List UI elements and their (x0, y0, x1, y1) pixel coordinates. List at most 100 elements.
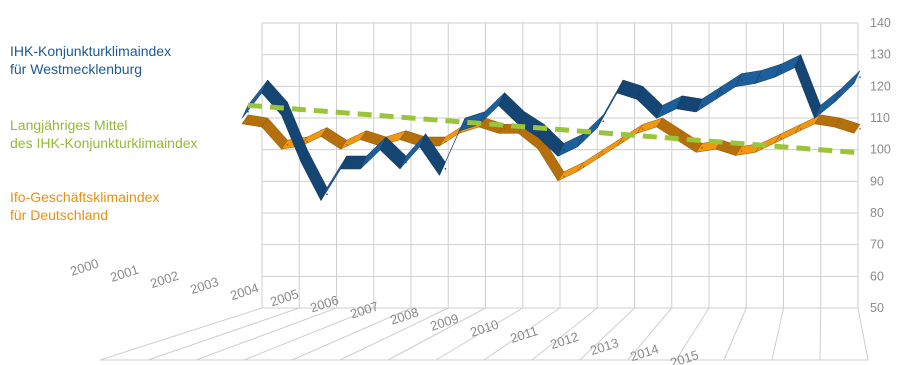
floor-gridline (291, 307, 412, 361)
x-tick-label: 2004 (228, 280, 260, 303)
series-point (424, 139, 427, 142)
floor-gridline (675, 307, 710, 361)
series-point (681, 134, 684, 136)
legend-long-term-mean: Langjähriges Mittel des IHK-Konjunkturkl… (10, 116, 198, 152)
series-segment (834, 70, 861, 103)
x-tick-label: 2013 (588, 335, 620, 358)
series-point (444, 168, 447, 170)
series-point (740, 150, 743, 152)
series-point (286, 143, 289, 146)
series-segment (577, 149, 604, 172)
series-point (582, 166, 585, 168)
series-ihk (241, 54, 861, 202)
y-tick-label: 100 (870, 143, 891, 157)
floor-gridline (723, 307, 747, 361)
series-point (622, 85, 624, 88)
series-point (760, 76, 763, 78)
series-point (306, 140, 309, 143)
series-point (563, 175, 565, 178)
series-point (405, 134, 407, 136)
legend-ifo-index: Ifo-Geschäftsklimaindex für Deutschland (10, 188, 159, 224)
x-tick-label: 2011 (508, 323, 539, 346)
legend-mean-line-1: Langjähriges Mittel (10, 117, 128, 133)
floor-gridline (435, 307, 524, 361)
series-point (365, 161, 368, 164)
series-point (799, 60, 802, 62)
floor-gridline (243, 307, 374, 361)
series-point (819, 118, 822, 121)
series-point (582, 139, 585, 142)
x-tick-label: 2002 (148, 268, 180, 291)
chart-back-wall-grid (261, 22, 859, 309)
floor-gridline (771, 307, 784, 361)
series-segment (241, 79, 268, 119)
floor-gridline (857, 307, 869, 361)
y-tick-label: 60 (870, 269, 884, 283)
series-point (701, 147, 703, 149)
floor-gridline (579, 307, 635, 361)
x-tick-label: 2005 (268, 286, 300, 309)
y-axis-ticks: 50 60 70 80 90 100 110 120 130 140 (870, 16, 891, 315)
x-tick-label: 2010 (468, 317, 500, 340)
series-point (266, 121, 269, 124)
series-point (503, 98, 506, 100)
legend-ihk-line-1: IHK-Konjunkturklimaindex (10, 43, 172, 59)
legend-ihk-index: IHK-Konjunkturklimaindex für Westmecklen… (10, 42, 171, 78)
y-tick-label: 110 (870, 111, 890, 125)
series-point (661, 111, 664, 113)
series-point (484, 117, 486, 119)
series-point (464, 123, 466, 126)
series-point (326, 131, 328, 133)
floor-gridline (339, 307, 449, 361)
series-point (523, 117, 526, 119)
series-segment (478, 92, 505, 125)
y-tick-label: 80 (870, 206, 884, 220)
series-point (602, 153, 605, 155)
floor-gridline (147, 307, 300, 361)
floor-gridline (195, 307, 337, 361)
series-segment (597, 79, 624, 128)
series-point (799, 128, 802, 130)
y-tick-label: 90 (870, 174, 884, 188)
series-point (484, 121, 486, 124)
series-point (622, 140, 624, 143)
series-point (859, 128, 861, 130)
series-point (543, 143, 545, 146)
series-point (661, 121, 664, 124)
floor-gridline (531, 307, 598, 361)
series-point (286, 107, 289, 110)
legend-ifo-line-2: für Deutschland (10, 207, 109, 223)
series-point (859, 76, 861, 78)
series-segment (774, 123, 802, 144)
series-point (780, 69, 782, 72)
floor-gridline (99, 307, 263, 361)
chart-series (241, 54, 861, 202)
series-point (839, 95, 842, 97)
series-point (839, 121, 842, 124)
y-tick-label: 50 (870, 301, 884, 315)
y-tick-label: 130 (870, 48, 891, 62)
x-tick-label: 2007 (348, 298, 380, 321)
series-point (405, 161, 407, 164)
series-point (681, 101, 684, 104)
series-point (602, 120, 605, 123)
series-long-term-mean (247, 102, 861, 156)
series-point (444, 140, 447, 143)
series-point (306, 155, 309, 157)
x-axis-ticks: 2000 2001 2002 2003 2004 2005 2006 2007 2008 2009… (68, 256, 700, 365)
x-tick-label: 2003 (188, 274, 220, 297)
series-point (642, 128, 644, 130)
floor-gridline (819, 307, 822, 361)
floor-gridline (387, 307, 486, 361)
y-tick-label: 140 (870, 16, 891, 30)
series-point (385, 142, 387, 145)
x-tick-label: 2001 (108, 262, 140, 285)
series-point (563, 149, 565, 151)
series-point (326, 193, 328, 195)
x-tick-label: 2012 (548, 329, 580, 352)
series-segment (300, 149, 328, 202)
series-point (266, 85, 269, 88)
floor-gridline (483, 307, 561, 361)
y-tick-label: 120 (870, 79, 891, 93)
